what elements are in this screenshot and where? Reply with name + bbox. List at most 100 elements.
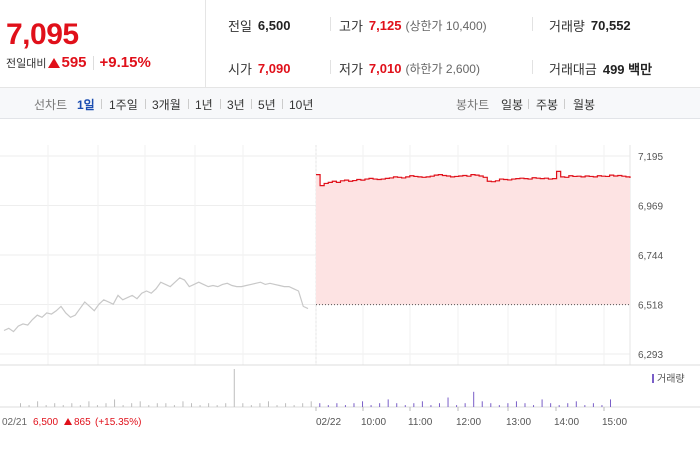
stat-trade-value: 거래대금 499 백만 bbox=[549, 59, 652, 78]
change-rate: +9.15% bbox=[99, 54, 151, 71]
volume-bar bbox=[114, 399, 116, 407]
volume-bar bbox=[233, 369, 235, 407]
volume-bar bbox=[105, 403, 107, 407]
volume-bar bbox=[20, 403, 21, 407]
period-5y-button[interactable]: 5년 bbox=[258, 98, 276, 112]
stat-volume: 거래량 70,552 bbox=[549, 16, 631, 35]
y-tick-label: 6,293 bbox=[638, 350, 663, 361]
period-10y-button[interactable]: 10년 bbox=[289, 98, 314, 112]
today-area bbox=[316, 171, 630, 305]
volume-bar bbox=[507, 403, 509, 407]
volume-bar bbox=[199, 405, 201, 407]
volume-bar bbox=[242, 403, 244, 407]
price-summary: 7,095 전일대비 595 +9.15% 전일 6,500 시가 7,090 … bbox=[0, 0, 700, 88]
volume-bar bbox=[327, 405, 329, 407]
prev-close-label: 전일 bbox=[228, 19, 252, 34]
volume-bar bbox=[438, 403, 440, 407]
volume-bar bbox=[353, 403, 355, 407]
volume-bar bbox=[533, 405, 535, 407]
volume-bar bbox=[54, 403, 56, 407]
volume-bar bbox=[387, 399, 389, 407]
volume-bar bbox=[156, 403, 158, 407]
volume-bar bbox=[379, 403, 381, 407]
volume-bar bbox=[79, 405, 81, 407]
volume-value: 70,552 bbox=[590, 18, 631, 33]
volume-bar bbox=[62, 405, 64, 407]
stat-high: 고가 7,125 (상한가 10,400) bbox=[339, 16, 487, 35]
candle-monthly-button[interactable]: 월봉 bbox=[573, 98, 596, 112]
y-tick-label: 7,195 bbox=[638, 152, 663, 163]
x-axis-ticks: 02/22 10:00 11:00 12:00 13:00 14:00 15:00 bbox=[315, 407, 627, 428]
volume-bar bbox=[131, 403, 133, 407]
volume-bar bbox=[601, 405, 603, 407]
period-3y-button[interactable]: 3년 bbox=[227, 98, 245, 112]
low-value: 7,010 bbox=[368, 61, 402, 76]
period-3m-button[interactable]: 3개월 bbox=[152, 98, 181, 112]
x-tick-label: 13:00 bbox=[506, 417, 531, 428]
previous-day-footer: 02/21 6,500 865 (+15.35%) bbox=[2, 417, 141, 428]
volume-bar bbox=[336, 403, 338, 407]
volume-legend-swatch bbox=[652, 374, 654, 383]
volume-bar bbox=[524, 403, 526, 407]
volume-bar bbox=[344, 405, 346, 407]
period-1w-button[interactable]: 1주일 bbox=[109, 98, 138, 112]
volume-bar bbox=[250, 405, 252, 407]
divider bbox=[251, 99, 252, 109]
upper-limit: (상한가 10,400) bbox=[405, 19, 487, 33]
previous-day-series bbox=[3, 277, 309, 333]
prev-close-value: 6,500 bbox=[257, 18, 291, 33]
volume-bar bbox=[413, 403, 415, 407]
volume-bar bbox=[541, 399, 543, 407]
volume-bar bbox=[610, 399, 611, 407]
volume-bar bbox=[88, 401, 90, 407]
volume-bar bbox=[96, 405, 98, 407]
up-triangle-icon bbox=[48, 57, 61, 68]
volume-bar bbox=[456, 405, 458, 407]
volume-bar bbox=[122, 405, 124, 407]
prev-day-change: 865 bbox=[74, 417, 91, 428]
open-label: 시가 bbox=[228, 62, 252, 77]
chart-toolbar: 선차트 1일 1주일 3개월 1년 3년 5년 10년 봉차트 일봉 주봉 월봉 bbox=[0, 88, 700, 119]
volume-legend-label: 거래량 bbox=[657, 373, 685, 385]
volume-bar bbox=[584, 405, 586, 407]
open-value: 7,090 bbox=[257, 61, 291, 76]
volume-bar bbox=[139, 401, 141, 407]
volume-bar bbox=[216, 405, 218, 407]
volume-bar bbox=[319, 403, 321, 407]
volume-bar bbox=[362, 401, 364, 407]
volume-bar bbox=[447, 397, 449, 407]
candle-weekly-button[interactable]: 주봉 bbox=[536, 98, 559, 112]
today-series bbox=[316, 170, 631, 187]
low-label: 저가 bbox=[339, 62, 363, 77]
volume-bar bbox=[302, 403, 304, 407]
volume-bar bbox=[592, 403, 594, 407]
prev-day-date: 02/21 bbox=[2, 417, 27, 428]
volume-bar bbox=[515, 401, 517, 407]
x-tick-label: 02/22 bbox=[316, 417, 341, 428]
volume-bar bbox=[293, 405, 295, 407]
divider bbox=[532, 60, 533, 74]
period-1d-button[interactable]: 1일 bbox=[77, 98, 95, 112]
x-tick-label: 14:00 bbox=[554, 417, 579, 428]
y-tick-label: 6,969 bbox=[638, 202, 663, 213]
candle-daily-button[interactable]: 일봉 bbox=[501, 98, 524, 112]
divider bbox=[101, 99, 102, 109]
divider bbox=[528, 99, 529, 109]
volume-bar bbox=[259, 403, 261, 407]
volume-bar bbox=[550, 403, 552, 407]
divider bbox=[532, 17, 533, 31]
volume-bar bbox=[473, 391, 475, 407]
volume-bar bbox=[182, 401, 184, 407]
volume-label: 거래량 bbox=[549, 19, 585, 34]
volume-bar bbox=[567, 403, 569, 407]
stat-prev-close: 전일 6,500 bbox=[228, 16, 290, 35]
candle-chart-label: 봉차트 bbox=[456, 98, 490, 112]
period-1y-button[interactable]: 1년 bbox=[195, 98, 213, 112]
divider bbox=[92, 55, 94, 70]
volume-bar bbox=[558, 405, 560, 407]
volume-bars bbox=[20, 369, 611, 407]
volume-bar bbox=[208, 403, 210, 407]
volume-bar bbox=[37, 401, 39, 407]
volume-bar bbox=[421, 401, 423, 407]
x-tick-label: 12:00 bbox=[456, 417, 481, 428]
